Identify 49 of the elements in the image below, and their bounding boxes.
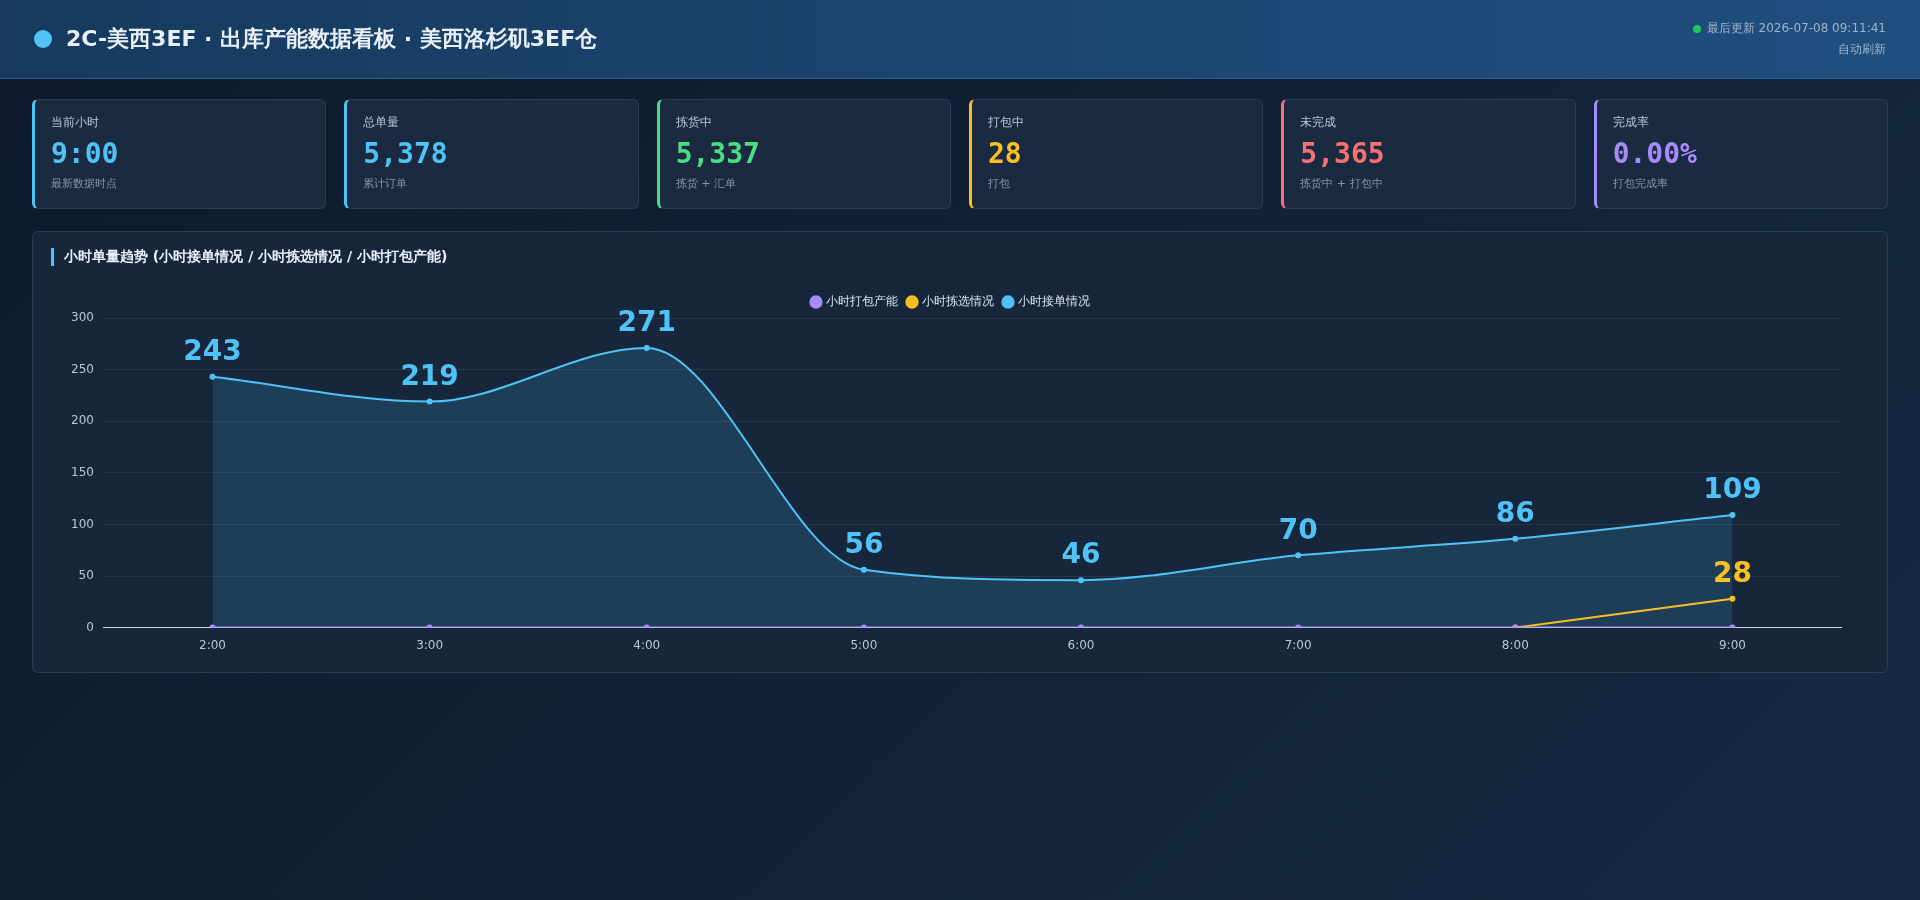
text: 完成率 — [1612, 114, 1650, 131]
text: 5,378 — [363, 137, 449, 170]
text: 打包完成率 — [1612, 176, 1669, 191]
text: 总单量 — [363, 114, 401, 131]
legend-label: 小时拣选情况 — [922, 294, 994, 309]
y-tick-label: 100 — [71, 516, 94, 531]
x-tick-label: 4:00 — [633, 637, 661, 652]
text: 0.00% — [1612, 137, 1698, 170]
text: 拣货 + 汇单 — [675, 176, 737, 191]
data-label: 219 — [400, 358, 459, 392]
data-label: 243 — [183, 334, 242, 368]
text: 当前小时 — [51, 114, 100, 131]
text: 拣货中 — [675, 114, 713, 131]
data-label: 56 — [844, 527, 884, 561]
text: 2C-美西3EF · 出库产能数据看板 · 美西洛杉矶3EF仓 — [66, 25, 598, 53]
chart-title: 小时单量趋势 (小时接单情况 / 小时拣选情况 / 小时打包产能) — [51, 248, 1869, 266]
text: 打包 — [987, 176, 1011, 191]
data-label: 86 — [1495, 496, 1535, 530]
text: 累计订单 — [363, 176, 409, 191]
text: 未完成 — [1300, 114, 1338, 131]
y-tick-label: 300 — [71, 310, 94, 325]
x-tick-label: 3:00 — [416, 637, 444, 652]
text: 打包中 — [987, 114, 1025, 131]
legend-label: 小时打包产能 — [826, 294, 898, 309]
y-tick-label: 150 — [71, 464, 94, 479]
data-label: 109 — [1703, 472, 1762, 506]
x-tick-label: 6:00 — [1067, 637, 1095, 652]
x-tick-label: 2:00 — [199, 637, 226, 652]
text: 最后更新 2026-07-08 09:11:41 — [1706, 20, 1886, 37]
text: 自动刷新 — [1838, 41, 1886, 58]
x-tick-label: 7:00 — [1284, 637, 1312, 652]
y-tick-label: 0 — [86, 619, 94, 634]
data-label: 271 — [617, 305, 676, 339]
x-tick-label: 8:00 — [1501, 637, 1529, 652]
y-tick-label: 50 — [78, 568, 94, 583]
text: 5,365 — [1300, 137, 1386, 170]
text: 最新数据时点 — [51, 176, 118, 191]
text: 拣货中 + 打包中 — [1300, 176, 1384, 191]
text: 9:00 — [51, 137, 120, 170]
y-tick-label: 200 — [71, 413, 94, 428]
data-label: 46 — [1061, 537, 1101, 571]
legend-label: 小时接单情况 — [1018, 294, 1090, 309]
data-label: 70 — [1278, 512, 1318, 546]
text: 28 — [987, 137, 1023, 170]
text: 5,337 — [675, 137, 761, 170]
x-tick-label: 5:00 — [850, 637, 878, 652]
data-label: 28 — [1712, 555, 1752, 589]
x-tick-label: 9:00 — [1718, 637, 1746, 652]
y-tick-label: 250 — [71, 361, 94, 376]
